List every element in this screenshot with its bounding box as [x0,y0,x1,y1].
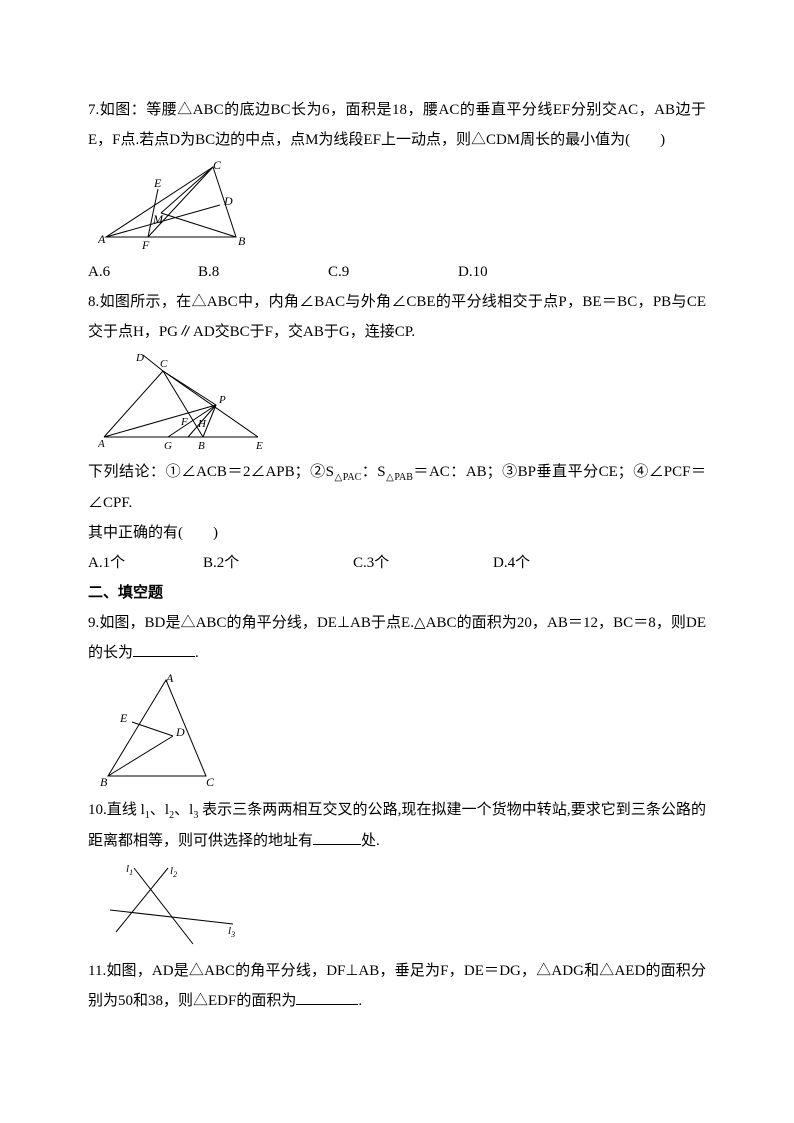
svg-text:G: G [164,440,172,451]
q8-text1: 8.如图所示，在△ABC中，内角∠BAC与外角∠CBE的平分线相交于点P，BE＝… [88,287,706,347]
q9-blank [133,642,195,657]
svg-text:C: C [160,358,168,370]
q7-opt-a: A.6 [88,257,198,287]
q8-options: A.1个 B.2个 C.3个 D.4个 [88,548,706,578]
q8-figure: A B C D E F G H P [98,353,706,451]
q10-text: 10.直线 l1、l2、l3 表示三条两两相互交叉的公路,现在拟建一个货物中转站… [88,795,706,856]
svg-text:E: E [255,440,263,451]
q7-opt-c: C.9 [328,257,458,287]
svg-text:l2: l2 [170,865,177,879]
q7-opt-b: B.8 [198,257,328,287]
q10-figure: l1 l2 l3 [98,862,706,950]
q8-opt-b: B.2个 [203,548,353,578]
q7-figure: A B C D E F M [98,161,706,251]
q9-text: 9.如图，BD是△ABC的角平分线，DE⊥AB于点E.△ABC的面积为20，AB… [88,608,706,668]
svg-text:D: D [135,353,144,364]
section2-title: 二、填空题 [88,578,706,608]
q8-text2: 下列结论：①∠ACB＝2∠APB；②S△PAC：S△PAB＝AC：AB；③BP垂… [88,457,706,518]
svg-text:l3: l3 [228,925,235,939]
q11-blank [296,990,358,1005]
svg-text:M: M [152,212,164,226]
svg-text:E: E [119,711,128,725]
q8-opt-d: D.4个 [493,548,530,578]
q9-figure: A B C D E [98,674,706,789]
svg-text:D: D [175,725,185,739]
svg-text:C: C [206,775,215,789]
q8-opt-a: A.1个 [88,548,203,578]
svg-text:D: D [223,194,233,208]
svg-text:B: B [198,440,205,451]
svg-text:H: H [197,418,207,430]
svg-text:A: A [165,674,174,685]
svg-text:F: F [141,238,150,251]
svg-text:P: P [218,394,226,406]
q7-opt-d: D.10 [458,257,488,287]
q8-text3: 其中正确的有( ) [88,518,706,548]
q10-blank [313,830,361,845]
svg-text:A: A [98,232,106,246]
svg-text:A: A [98,438,105,450]
q7-text: 7.如图：等腰△ABC的底边BC长为6，面积是18，腰AC的垂直平分线EF分别交… [88,95,706,155]
q11-text: 11.如图，AD是△ABC的角平分线，DF⊥AB，垂足为F，DE＝DG，△ADG… [88,956,706,1016]
svg-text:F: F [180,416,188,428]
svg-text:E: E [153,176,162,190]
svg-text:B: B [238,234,246,248]
svg-text:l1: l1 [126,863,133,877]
q7-options: A.6 B.8 C.9 D.10 [88,257,706,287]
svg-text:C: C [213,161,222,172]
svg-text:B: B [100,775,108,789]
q8-opt-c: C.3个 [353,548,493,578]
